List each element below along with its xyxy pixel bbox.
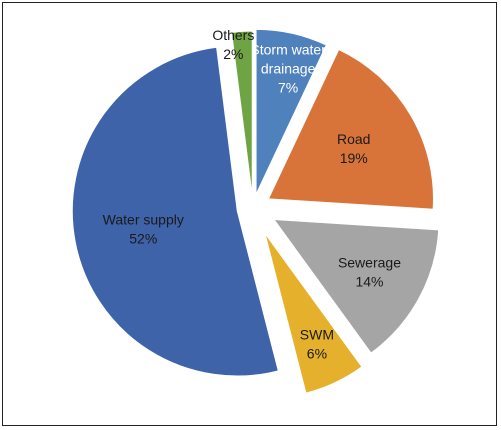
pie-slice-road	[267, 48, 434, 210]
pie-label-others: Others 2%	[212, 27, 254, 62]
pie-chart: Storm water drainage 7% Road 19% Sewerage 14% S…	[71, 27, 440, 394]
pie-slice-swm	[264, 233, 363, 394]
chart-frame: Storm water drainage 7% Road 19% Sewerage 14% S…	[2, 2, 497, 426]
pie-label-sewerage: Sewerage 14%	[338, 255, 401, 290]
pie-label-storm-water-drainage: Storm water drainage 7%	[250, 42, 326, 96]
pie-label-swm: SWM 6%	[300, 326, 334, 361]
pie-label-water-supply: Water supply 52%	[103, 211, 184, 246]
pie-slice-water-supply	[71, 46, 279, 377]
pie-label-road: Road 19%	[337, 131, 370, 166]
pie-slice-sewerage	[273, 218, 440, 354]
pie-slice-storm-water-drainage	[255, 28, 327, 195]
pie-slice-others	[231, 30, 253, 197]
